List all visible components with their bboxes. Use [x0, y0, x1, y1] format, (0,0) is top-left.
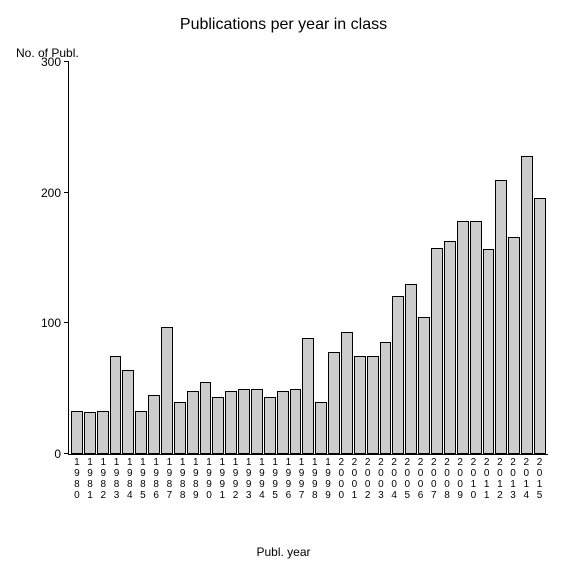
x-tick-label: 2012	[494, 454, 506, 501]
bar	[97, 411, 109, 454]
bar	[135, 411, 147, 454]
bar	[367, 356, 379, 454]
bar	[341, 332, 353, 454]
x-tick-label: 1986	[150, 454, 162, 501]
x-tick-label: 2010	[468, 454, 480, 501]
bar	[483, 249, 495, 454]
y-tick-mark	[64, 322, 69, 323]
x-tick-label: 1982	[97, 454, 109, 501]
bar	[174, 402, 186, 454]
x-tick-label: 2007	[428, 454, 440, 501]
bar	[508, 237, 520, 454]
x-tick-label: 1988	[177, 454, 189, 501]
bar	[534, 198, 546, 454]
x-tick-label: 1985	[137, 454, 149, 501]
bar	[302, 338, 314, 454]
bar	[457, 221, 469, 454]
bar	[122, 370, 134, 454]
x-tick-label: 2002	[362, 454, 374, 501]
bar	[290, 389, 302, 454]
x-tick-label: 1996	[283, 454, 295, 501]
x-tick-label: 1995	[269, 454, 281, 501]
bar	[405, 284, 417, 454]
x-tick-label: 2008	[441, 454, 453, 501]
chart-container: Publications per year in class No. of Pu…	[0, 0, 567, 567]
bar	[238, 389, 250, 454]
x-tick-label: 1983	[111, 454, 123, 501]
bar	[110, 356, 122, 454]
x-tick-label: 1991	[216, 454, 228, 501]
x-tick-label: 1994	[256, 454, 268, 501]
x-tick-label: 2013	[507, 454, 519, 501]
bar	[521, 156, 533, 454]
x-tick-label: 2011	[481, 454, 493, 501]
bar	[431, 248, 443, 454]
bar	[84, 412, 96, 454]
y-tick-label: 0	[54, 447, 69, 461]
x-tick-label: 2004	[388, 454, 400, 501]
bar	[470, 221, 482, 454]
x-tick-label: 1993	[243, 454, 255, 501]
y-tick-label: 200	[41, 186, 69, 200]
bar	[354, 356, 366, 454]
bar	[200, 382, 212, 454]
bar	[392, 296, 404, 454]
x-tick-label: 2009	[454, 454, 466, 501]
x-tick-label: 1987	[164, 454, 176, 501]
bar	[264, 397, 276, 454]
bar	[251, 389, 263, 454]
bar	[161, 327, 173, 454]
x-tick-label: 1981	[84, 454, 96, 501]
bar	[225, 391, 237, 454]
bar	[418, 317, 430, 454]
y-tick-mark	[64, 192, 69, 193]
bars-group	[69, 62, 548, 454]
x-tick-label: 2005	[401, 454, 413, 501]
x-tick-label: 1984	[124, 454, 136, 501]
x-tick-label: 1989	[190, 454, 202, 501]
plot-area: 0100200300 19801981198219831984198519861…	[68, 62, 548, 455]
bar	[148, 395, 160, 454]
x-tick-label: 2003	[375, 454, 387, 501]
x-tick-label: 1998	[309, 454, 321, 501]
bar	[328, 352, 340, 454]
y-tick-label: 100	[41, 316, 69, 330]
x-axis-label: Publ. year	[0, 545, 567, 559]
bar	[212, 397, 224, 454]
x-tick-label: 2015	[534, 454, 546, 501]
x-tick-label: 1999	[322, 454, 334, 501]
bar	[380, 342, 392, 454]
bar	[187, 391, 199, 454]
bar	[315, 402, 327, 454]
x-ticks: 1980198119821983198419851986198719881989…	[69, 454, 548, 501]
x-tick-label: 1992	[230, 454, 242, 501]
x-tick-label: 2000	[335, 454, 347, 501]
bar	[277, 391, 289, 454]
bar	[444, 241, 456, 454]
x-tick-label: 2001	[349, 454, 361, 501]
x-tick-label: 1980	[71, 454, 83, 501]
y-tick-label: 300	[41, 55, 69, 69]
bar	[71, 411, 83, 454]
x-tick-label: 1997	[296, 454, 308, 501]
chart-title: Publications per year in class	[0, 16, 567, 34]
bar	[495, 180, 507, 454]
x-tick-label: 2014	[520, 454, 532, 501]
x-tick-label: 1990	[203, 454, 215, 501]
y-tick-mark	[64, 61, 69, 62]
x-tick-label: 2006	[415, 454, 427, 501]
